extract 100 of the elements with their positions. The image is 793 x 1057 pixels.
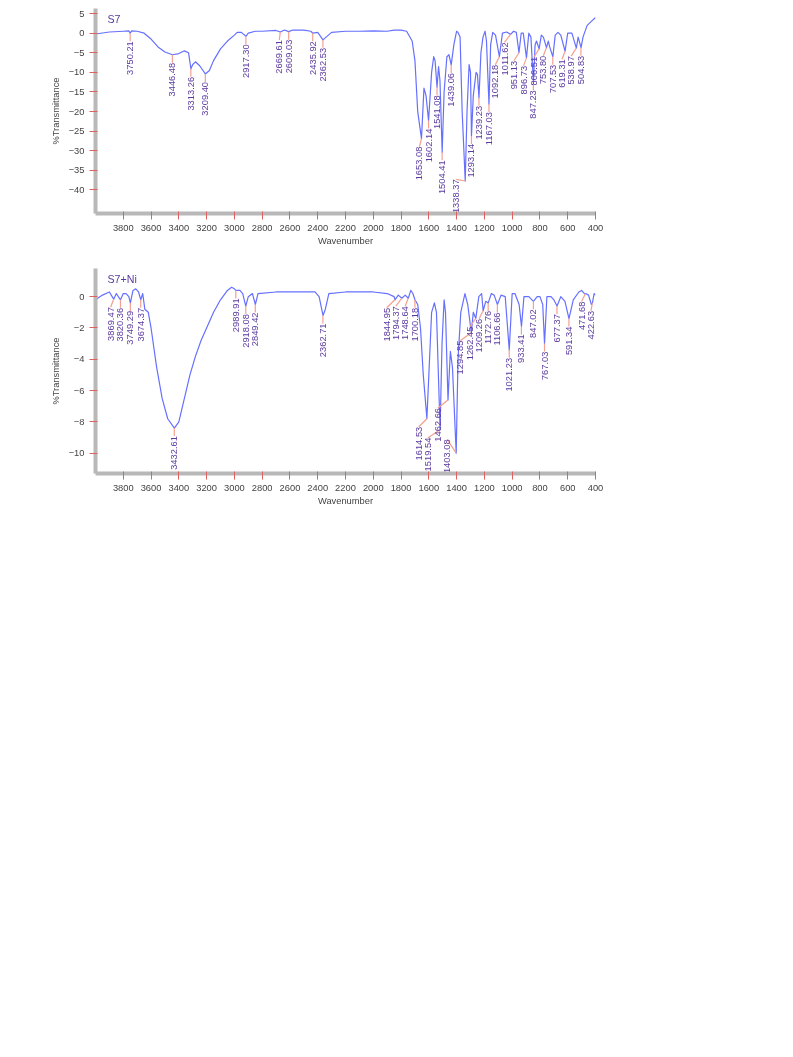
x-tick-label: 1000 bbox=[501, 222, 523, 233]
series-label: S7 bbox=[107, 12, 121, 25]
annotation: 619.31 bbox=[557, 59, 568, 88]
annotation: 3446.48 bbox=[167, 62, 178, 97]
y-axis-title: %Transmittance bbox=[50, 77, 61, 145]
annotation: 1519.54 bbox=[423, 437, 434, 472]
annotation: 933.41 bbox=[516, 334, 527, 363]
annotation: 1439.06 bbox=[446, 72, 457, 107]
x-tick-label: 1600 bbox=[418, 222, 440, 233]
series-label: S7+Ni bbox=[107, 272, 137, 285]
annotation: 2989.91 bbox=[230, 298, 241, 333]
annotation: 1748.64 bbox=[400, 306, 411, 340]
annotation: 3313.26 bbox=[185, 76, 196, 111]
y-tick-label: −35 bbox=[68, 165, 85, 176]
y-tick-label: 0 bbox=[79, 28, 85, 39]
y-tick-label: −8 bbox=[73, 416, 85, 427]
annotation: 2849.42 bbox=[250, 312, 261, 347]
x-tick-label: 2600 bbox=[279, 482, 301, 493]
x-tick-label: 3800 bbox=[112, 482, 134, 493]
annotation: 504.83 bbox=[575, 55, 586, 85]
annotation: 1209.26 bbox=[474, 318, 485, 353]
x-tick-label: 1200 bbox=[474, 222, 495, 233]
x-tick-label: 2400 bbox=[307, 222, 329, 233]
annotation: 3749.29 bbox=[125, 310, 136, 345]
annotation: 1167.03 bbox=[483, 112, 494, 146]
x-tick-label: 3600 bbox=[140, 222, 162, 233]
annotation: 1172.76 bbox=[483, 310, 494, 344]
y-tick-label: 0 bbox=[79, 291, 85, 302]
y-tick-label: −10 bbox=[68, 67, 85, 78]
annotation: 3820.36 bbox=[115, 307, 126, 342]
annotation: 3432.61 bbox=[169, 436, 180, 470]
annotation: 3750.21 bbox=[125, 41, 136, 75]
x-tick-label: 400 bbox=[587, 482, 604, 493]
annotation: 847.23 bbox=[528, 90, 539, 119]
x-tick-label: 3800 bbox=[112, 222, 134, 233]
annotation: 1262.45 bbox=[464, 326, 475, 361]
annotation: 1106.66 bbox=[492, 312, 503, 346]
x-tick-label: 800 bbox=[532, 222, 548, 233]
annotation: 896.73 bbox=[518, 65, 529, 95]
y-tick-label: 5 bbox=[79, 8, 85, 19]
annotation: 2609.03 bbox=[283, 39, 294, 74]
annotation: 1338.37 bbox=[451, 179, 462, 214]
y-tick-label: −25 bbox=[68, 126, 85, 137]
x-tick-label: 3000 bbox=[224, 222, 245, 233]
annotation: 591.34 bbox=[563, 326, 574, 356]
x-tick-label: 1400 bbox=[446, 222, 467, 233]
x-axis-title: Wavenumber bbox=[317, 495, 374, 506]
y-axis-title: %Transmittance bbox=[50, 337, 61, 405]
x-tick-label: 600 bbox=[559, 482, 576, 493]
annotation: 1653.08 bbox=[414, 146, 425, 181]
annotation: 847.02 bbox=[528, 309, 539, 338]
x-tick-label: 1200 bbox=[474, 482, 495, 493]
x-tick-label: 2800 bbox=[251, 482, 273, 493]
x-tick-label: 2200 bbox=[335, 222, 356, 233]
annotation: 951.13 bbox=[508, 60, 519, 90]
y-tick-label: −10 bbox=[68, 448, 85, 459]
y-tick-label: −6 bbox=[73, 385, 85, 396]
y-tick-label: −2 bbox=[73, 322, 85, 333]
x-tick-label: 3200 bbox=[196, 482, 217, 493]
x-tick-label: 1800 bbox=[390, 222, 412, 233]
annotation: 3209.40 bbox=[200, 81, 211, 116]
x-tick-label: 1400 bbox=[446, 482, 467, 493]
x-tick-label: 2800 bbox=[251, 222, 273, 233]
y-tick-label: −40 bbox=[68, 184, 85, 195]
x-tick-label: 3200 bbox=[196, 222, 217, 233]
x-tick-label: 3600 bbox=[140, 482, 162, 493]
x-tick-label: 2000 bbox=[362, 222, 384, 233]
annotation: 2917.30 bbox=[240, 44, 251, 79]
x-tick-label: 2600 bbox=[279, 222, 301, 233]
annotation: 1021.23 bbox=[504, 357, 515, 392]
annotation: 677.37 bbox=[551, 314, 562, 343]
annotation: 1602.14 bbox=[423, 128, 434, 163]
x-tick-label: 800 bbox=[532, 482, 548, 493]
x-axis-title: Wavenumber bbox=[317, 235, 374, 246]
x-tick-label: 3000 bbox=[224, 482, 245, 493]
annotation: 753.80 bbox=[538, 55, 549, 85]
annotation: 471.68 bbox=[576, 301, 587, 331]
x-tick-label: 2200 bbox=[335, 482, 356, 493]
x-tick-label: 1000 bbox=[501, 482, 523, 493]
annotation: 1541.08 bbox=[432, 95, 443, 129]
annotation: 767.03 bbox=[539, 351, 550, 381]
annotation: 1504.41 bbox=[437, 160, 448, 195]
annotation: 707.53 bbox=[547, 64, 558, 94]
annotation: 1239.23 bbox=[473, 105, 484, 140]
annotation: 2918.08 bbox=[240, 314, 251, 348]
y-tick-label: −5 bbox=[73, 47, 85, 58]
x-tick-label: 400 bbox=[587, 222, 604, 233]
annotation: 2669.61 bbox=[274, 40, 285, 74]
x-tick-label: 3400 bbox=[168, 482, 190, 493]
y-tick-label: −20 bbox=[68, 106, 85, 117]
x-tick-label: 3400 bbox=[168, 222, 190, 233]
x-tick-label: 600 bbox=[559, 222, 576, 233]
x-tick-label: 1600 bbox=[418, 482, 440, 493]
x-tick-label: 1800 bbox=[390, 482, 412, 493]
annotation: 1011.62 bbox=[499, 42, 510, 76]
y-tick-label: −15 bbox=[68, 86, 85, 97]
annotation: 422.63 bbox=[586, 310, 596, 340]
annotation: 1794.37 bbox=[390, 306, 401, 340]
annotation: 1844.95 bbox=[381, 307, 392, 342]
annotation: 2362.71 bbox=[317, 323, 328, 358]
